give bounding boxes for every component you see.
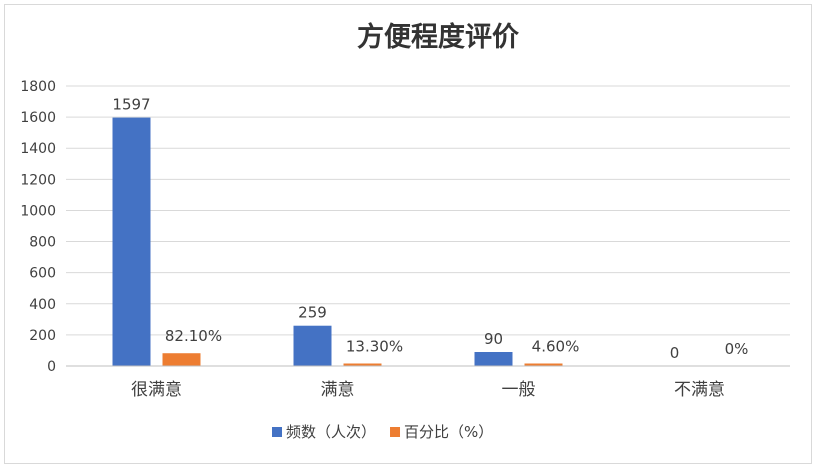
- bar-percent: [343, 363, 382, 366]
- y-tick-label: 800: [29, 235, 56, 251]
- x-category-label: 一般: [502, 380, 536, 400]
- y-tick-label: 400: [29, 297, 56, 313]
- x-category-label: 很满意: [131, 380, 182, 400]
- bar-count: [293, 325, 332, 366]
- data-label: 4.60%: [532, 338, 580, 356]
- data-label: 13.30%: [346, 338, 403, 356]
- y-tick-label: 0: [47, 359, 56, 375]
- gridlines: [66, 85, 790, 336]
- data-label: 259: [298, 304, 327, 322]
- data-label: 90: [484, 330, 503, 348]
- legend-label: 百分比（%）: [404, 423, 493, 441]
- y-tick-label: 1000: [20, 203, 56, 219]
- y-tick-label: 1200: [20, 172, 56, 188]
- bar-count: [112, 117, 151, 366]
- data-label: 1597: [112, 96, 150, 114]
- data-label: 82.10%: [165, 327, 222, 345]
- legend-swatch: [390, 427, 401, 437]
- legend-swatch: [272, 427, 282, 437]
- x-category-label: 不满意: [674, 380, 725, 400]
- y-tick-label: 1600: [20, 110, 56, 126]
- y-tick-label: 1800: [20, 79, 56, 95]
- x-category-label: 满意: [321, 380, 355, 400]
- bar-percent: [162, 353, 201, 366]
- y-tick-label: 1400: [20, 141, 56, 157]
- y-tick-label: 200: [29, 328, 56, 344]
- y-axis: 0 200 400 600 800 1000 1200 1400 1600 1800: [20, 79, 56, 375]
- chart-title: 方便程度评价: [357, 21, 520, 53]
- legend: 频数（人次） 百分比（%）: [272, 423, 493, 441]
- data-labels: 1597 82.10% 259 13.30% 90 4.60% 0 0%: [112, 96, 748, 362]
- bars: [112, 117, 563, 366]
- y-tick-label: 600: [29, 266, 56, 282]
- bar-count: [474, 352, 513, 366]
- bar-percent: [524, 363, 563, 366]
- data-label: 0%: [725, 340, 749, 358]
- legend-label: 频数（人次）: [286, 423, 376, 441]
- x-axis: 很满意 满意 一般 不满意: [66, 365, 790, 400]
- data-label: 0: [670, 344, 680, 362]
